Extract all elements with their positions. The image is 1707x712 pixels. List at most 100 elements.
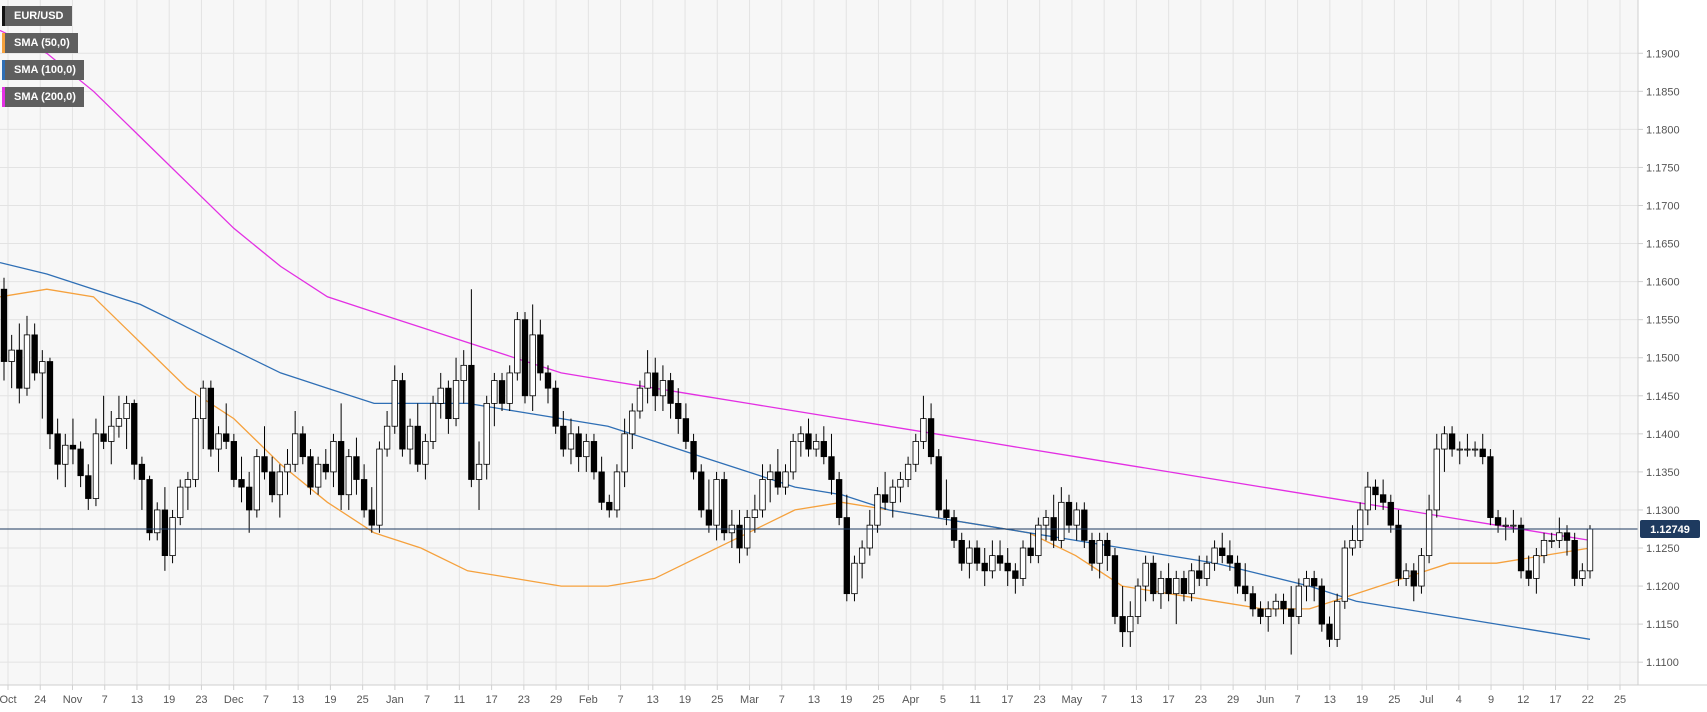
legend-item-sma-50[interactable]: SMA (50,0) — [2, 33, 78, 53]
x-tick-label: Nov — [63, 694, 83, 706]
candle-body-down — [667, 380, 674, 404]
candle — [108, 411, 115, 465]
candle — [284, 449, 291, 495]
candle — [1556, 517, 1563, 548]
candle-body-down — [230, 441, 238, 480]
legend-item-sma-100[interactable]: SMA (100,0) — [2, 60, 84, 80]
x-tick-label: 7 — [1295, 694, 1301, 706]
candle-body-up — [192, 418, 199, 480]
candle-body-up — [1510, 524, 1517, 527]
candle — [1257, 601, 1264, 625]
candle — [1111, 548, 1119, 625]
candle-body-up — [39, 361, 46, 374]
candle — [621, 418, 628, 488]
candle — [1234, 555, 1241, 594]
candle-body-up — [284, 463, 291, 473]
candle — [1395, 509, 1402, 587]
candle-body-down — [606, 501, 613, 511]
candle-body-up — [406, 425, 414, 450]
x-tick-label: 25 — [872, 694, 884, 706]
x-tick-label: Feb — [579, 694, 598, 706]
candle-body-up — [1096, 539, 1103, 564]
candle — [1157, 570, 1165, 609]
candle-body-down — [54, 433, 61, 465]
candle-body-up — [177, 486, 184, 518]
candle-body-down — [69, 444, 77, 450]
y-tick-label: 1.1350 — [1646, 467, 1680, 479]
candle — [1311, 570, 1318, 602]
candle — [744, 509, 751, 556]
candle — [1303, 570, 1310, 602]
candle-body-up — [215, 433, 222, 450]
candle-body-down — [138, 463, 146, 480]
candle-body-down — [0, 288, 8, 362]
candle — [927, 403, 935, 465]
candle-body-down — [1249, 593, 1257, 610]
legend-item-eurusd[interactable]: EUR/USD — [2, 6, 72, 26]
candle — [598, 456, 605, 510]
candle — [1150, 555, 1157, 602]
candle — [62, 433, 69, 488]
candle — [169, 509, 176, 564]
candle-body-down — [207, 387, 215, 450]
candle — [652, 357, 659, 411]
y-tick-label: 1.1800 — [1646, 124, 1680, 136]
x-tick-label: 24 — [34, 694, 46, 706]
candle — [1487, 449, 1494, 526]
candle-body-down — [307, 456, 314, 488]
x-tick-label: 9 — [1488, 694, 1494, 706]
candle-body-up — [904, 463, 912, 480]
candle-body-up — [491, 380, 498, 404]
candle — [774, 449, 782, 495]
candle — [767, 464, 774, 503]
candle — [1280, 593, 1287, 625]
candle — [146, 475, 153, 541]
candle-body-down — [1494, 517, 1502, 526]
x-tick-label: 7 — [1101, 694, 1107, 706]
x-tick-label: 23 — [1034, 694, 1046, 706]
candle — [429, 395, 437, 450]
candle-body-down — [46, 361, 54, 435]
candle-body-down — [1004, 562, 1011, 572]
candle-body-down — [927, 418, 935, 458]
candle — [552, 380, 559, 434]
y-tick-label: 1.1650 — [1646, 239, 1680, 251]
candle-body-up — [8, 349, 15, 362]
candle-body-down — [1027, 547, 1034, 557]
candle — [751, 494, 759, 533]
y-tick-label: 1.1300 — [1646, 505, 1680, 517]
candle-body-up — [659, 380, 667, 397]
candle — [889, 479, 896, 518]
candle-body-up — [1464, 448, 1471, 451]
candle — [973, 540, 981, 571]
candle — [835, 471, 843, 526]
candle-body-up — [1349, 539, 1356, 549]
candle-body-up — [1295, 585, 1303, 617]
candle — [1548, 532, 1555, 548]
candle-body-down — [705, 509, 713, 526]
x-tick-label: 4 — [1456, 694, 1462, 706]
x-tick-label: 22 — [1582, 694, 1594, 706]
candle-body-up — [376, 448, 383, 526]
candle-body-up — [1203, 562, 1211, 579]
candle-body-up — [529, 334, 536, 397]
candle — [521, 312, 529, 404]
candle — [307, 449, 314, 495]
legend-item-sma-200[interactable]: SMA (200,0) — [2, 87, 84, 107]
candle-body-up — [506, 372, 513, 404]
candle — [544, 365, 552, 404]
candle-body-down — [1150, 562, 1157, 595]
candle-body-down — [598, 471, 605, 503]
candle-body-down — [1387, 501, 1394, 526]
sma-line-200 — [0, 29, 1591, 542]
candle-body-down — [261, 456, 268, 473]
candle-body-down — [399, 380, 406, 450]
x-tick-label: 7 — [263, 694, 269, 706]
candle-body-down — [16, 349, 23, 389]
candle — [1188, 563, 1195, 602]
candle — [1211, 540, 1218, 571]
candle-body-down — [77, 448, 84, 477]
candle-body-down — [1012, 570, 1019, 579]
candle — [721, 471, 728, 541]
